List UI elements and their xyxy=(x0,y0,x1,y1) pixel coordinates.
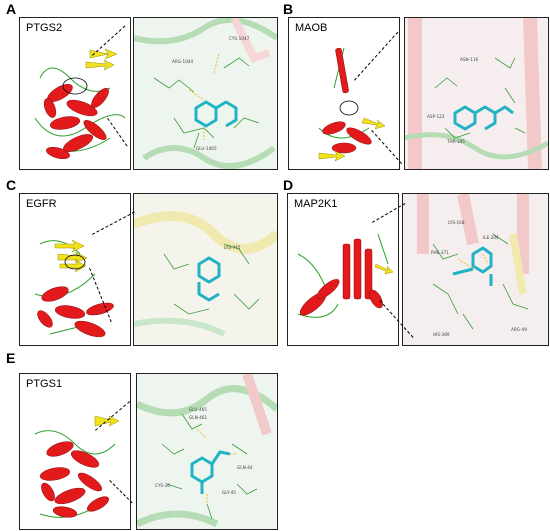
residue-label-d-2: ILE-204 xyxy=(483,235,499,240)
binding-site-zoom-b: ASN-116 ASP-123 THR-195 xyxy=(404,17,549,170)
residue-label-d-5: ARG-49 xyxy=(511,327,527,332)
residue-label-e-2: GLN-461 xyxy=(189,415,208,420)
residue-label-d-1: LYS-168 xyxy=(448,220,465,225)
binding-site-zoom-e: GLU-465 GLN-461 CYS-36 GLN-44 GLY-45 xyxy=(136,373,278,530)
residue-label-e-1: GLU-465 xyxy=(189,407,207,412)
residue-label-e-5: GLY-45 xyxy=(222,490,236,495)
panel-label-b: B xyxy=(283,1,294,17)
protein-name-c: EGFR xyxy=(26,198,57,210)
panel-label-e: E xyxy=(6,350,16,366)
protein-overview-c: EGFR xyxy=(19,193,131,346)
residue-label-d-4: HIS-389 xyxy=(433,332,450,337)
residue-label-e-4: GLN-44 xyxy=(237,465,253,470)
panel-label-d: D xyxy=(283,177,294,193)
residue-label-b-2: ASP-123 xyxy=(427,114,445,119)
binding-site-render-d: LYS-168 ILE-204 PHE-371 HIS-389 ARG-49 xyxy=(403,194,548,345)
binding-site-render-e: GLU-465 GLN-461 CYS-36 GLN-44 GLY-45 xyxy=(137,374,277,529)
residue-label-b-1: ASN-116 xyxy=(460,57,478,62)
protein-ribbon-d xyxy=(297,233,394,318)
residue-label-a-2: ARG-1044 xyxy=(172,59,194,64)
protein-name-a: PTGS2 xyxy=(26,22,63,34)
residue-label-e-3: CYS-36 xyxy=(155,483,170,488)
binding-site-zoom-a: CYS-1047 ARG-1044 GLU-1465 xyxy=(133,17,278,170)
panel-label-c: C xyxy=(6,177,17,193)
binding-site-render-c: LYS-745 xyxy=(134,194,277,345)
protein-name-d: MAP2K1 xyxy=(294,198,338,210)
protein-name-e: PTGS1 xyxy=(26,378,63,390)
binding-site-render-b: ASN-116 ASP-123 THR-195 xyxy=(405,18,548,169)
protein-name-b: MAOB xyxy=(295,22,328,34)
protein-ribbon-c xyxy=(34,239,114,338)
protein-overview-a: PTGS2 xyxy=(19,17,131,170)
panel-label-a: A xyxy=(6,1,17,17)
residue-label-a-3: GLU-1465 xyxy=(196,146,217,151)
residue-label-a-1: CYS-1047 xyxy=(229,36,250,41)
binding-site-render-a: CYS-1047 ARG-1044 GLU-1465 xyxy=(134,18,277,169)
protein-ribbon-a xyxy=(34,48,126,159)
protein-overview-b: MAOB xyxy=(288,17,400,170)
residue-label-b-3: THR-195 xyxy=(446,139,465,144)
binding-site-zoom-c: LYS-745 xyxy=(133,193,278,346)
protein-ribbon-b xyxy=(318,47,386,162)
protein-ribbon-e xyxy=(34,415,120,518)
protein-overview-e: PTGS1 xyxy=(19,373,131,530)
binding-site-zoom-d: LYS-168 ILE-204 PHE-371 HIS-389 ARG-49 xyxy=(402,193,549,346)
residue-label-c-1: LYS-745 xyxy=(224,245,241,250)
protein-overview-d: MAP2K1 xyxy=(287,193,399,346)
residue-label-d-3: PHE-371 xyxy=(431,250,449,255)
